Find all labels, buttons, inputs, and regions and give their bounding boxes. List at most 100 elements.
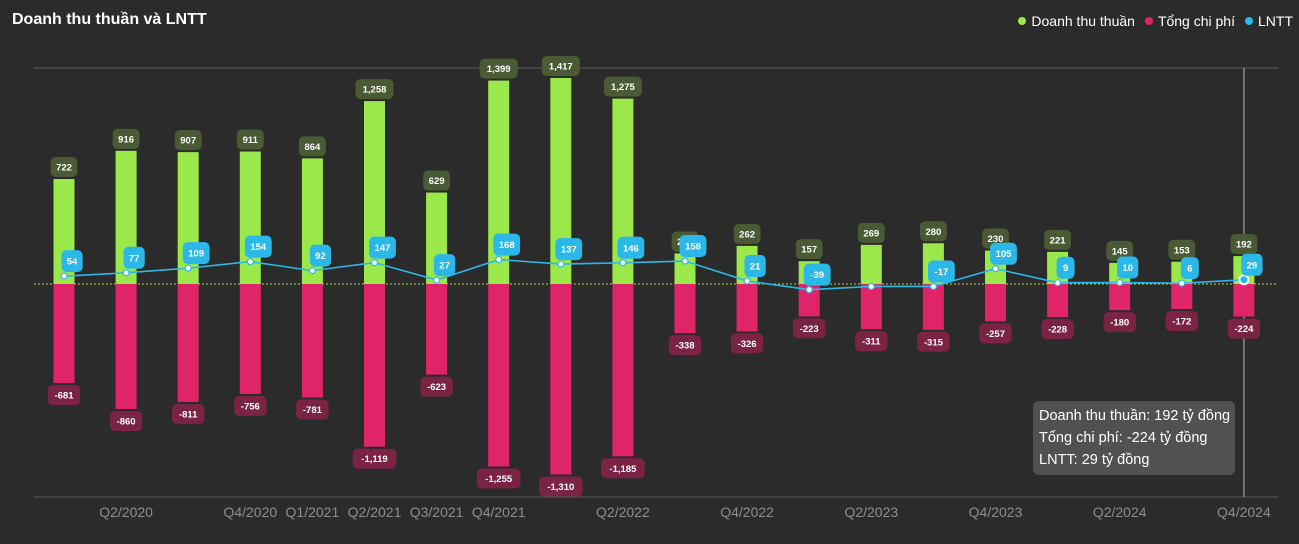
revenue-data-label-bg [1168,239,1196,260]
profit-data-label-text: 158 [685,242,701,253]
expense-data-label-bg [234,395,267,416]
profit-point[interactable] [929,282,938,291]
expense-data-label-text: -228 [1048,325,1067,336]
expense-bar[interactable] [53,284,75,384]
profit-point[interactable] [60,272,68,280]
expense-bar[interactable] [1233,284,1255,317]
profit-point[interactable] [991,265,1000,273]
legend-item-expense[interactable]: Tổng chi phí [1144,13,1235,29]
expense-data-label: -1,255 [476,468,521,489]
profit-data-label-text: 29 [1247,260,1258,271]
x-tick-label: Q2/2024 [1093,504,1147,520]
legend-item-revenue[interactable]: Doanh thu thuần [1018,13,1135,29]
revenue-data-label-bg [541,55,580,76]
revenue-data-label-text: 230 [988,234,1004,245]
profit-data-label-bg [369,236,396,259]
revenue-data-label-bg [174,130,202,151]
legend-label-profit: LNTT [1258,13,1293,29]
expense-data-label-text: -781 [303,405,323,416]
profit-point[interactable] [619,259,627,267]
profit-data-label-text: 6 [1187,264,1192,275]
expense-bar[interactable] [177,284,199,402]
revenue-data-label-text: 280 [925,227,941,238]
x-tick-label: Q3/2021 [410,504,464,520]
expense-bar[interactable] [364,284,385,447]
profit-data-label-bg [617,236,645,259]
x-tick-label: Q2/2022 [596,504,650,520]
expense-bar[interactable] [550,284,572,475]
expense-bar[interactable] [736,284,758,332]
expense-bar[interactable] [115,284,137,410]
revenue-bar[interactable] [860,244,882,284]
profit-point[interactable] [1178,279,1186,287]
expense-bar[interactable] [1047,284,1069,318]
profit-data-label-bg [1180,257,1199,280]
profit-data-label-bg [1241,253,1263,276]
revenue-data-label-text: 1,258 [363,85,387,96]
revenue-data-label-bg [1106,240,1134,261]
expense-bar[interactable] [1171,284,1193,310]
expense-bar[interactable] [922,284,944,330]
revenue-bar[interactable] [177,152,199,284]
expense-bar[interactable] [301,284,323,398]
profit-data-label: 21 [744,254,766,277]
expense-data-label: -311 [855,331,888,352]
profit-data-label-text: 146 [623,243,639,254]
profit-data-label: 147 [369,236,396,259]
profit-point[interactable] [867,282,875,291]
expense-bar[interactable] [488,284,510,467]
x-tick-label: Q4/2022 [720,504,774,520]
expense-data-label-text: -326 [738,339,757,350]
expense-bar[interactable] [798,284,820,317]
expense-data-label: -257 [979,323,1012,344]
expense-bar[interactable] [612,284,634,457]
profit-point[interactable] [246,258,254,266]
legend-item-profit[interactable]: LNTT [1245,13,1293,29]
expense-bar[interactable] [985,284,1006,322]
expense-bar[interactable] [860,284,882,330]
profit-point[interactable] [184,264,192,272]
profit-point[interactable] [805,286,813,294]
profit-point[interactable] [308,267,316,275]
profit-point[interactable] [743,277,751,285]
expense-data-label-text: -311 [862,337,881,348]
expense-data-label: -180 [1103,312,1136,333]
revenue-data-label: 269 [857,222,885,243]
profit-data-label-text: -39 [810,270,824,281]
profit-point[interactable] [495,255,503,264]
profit-point[interactable] [557,260,565,268]
tooltip-profit: LNTT: 29 tỷ đồng [1039,452,1150,468]
expense-data-label: -224 [1227,318,1261,339]
profit-point[interactable] [1053,279,1062,287]
revenue-data-label: 916 [112,128,140,149]
profit-point[interactable] [370,259,379,267]
profit-data-label: -17 [928,260,955,283]
expense-bar[interactable] [1109,284,1131,311]
expense-bar[interactable] [239,284,261,394]
profit-point[interactable] [681,257,689,265]
profit-line [63,258,1244,291]
expense-data-label-bg [1227,318,1261,339]
expense-data-label-text: -172 [1172,317,1191,328]
tooltip-revenue: Doanh thu thuần: 192 tỷ đồng [1039,408,1231,424]
expense-bar[interactable] [426,284,448,375]
expense-data-label: -781 [296,399,329,420]
revenue-bar[interactable] [488,80,510,284]
expense-data-label: -326 [730,333,764,354]
expense-data-label-text: -860 [117,417,136,428]
legend-dot-profit [1245,17,1253,25]
revenue-data-label-text: 907 [180,136,196,147]
expense-data-label-bg [352,448,397,469]
x-tick-label: Q2/2023 [844,504,898,520]
expense-data-label-bg [476,468,521,489]
revenue-data-label-bg [423,170,450,191]
expense-bar[interactable] [674,284,696,334]
revenue-data-label-bg [50,157,78,178]
profit-data-label-text: 154 [250,242,267,253]
profit-point[interactable] [1116,278,1124,287]
profit-point[interactable] [1238,274,1250,286]
profit-point[interactable] [433,276,441,284]
revenue-data-label: 722 [50,157,78,178]
revenue-bar[interactable] [550,77,572,284]
profit-point[interactable] [122,269,130,277]
